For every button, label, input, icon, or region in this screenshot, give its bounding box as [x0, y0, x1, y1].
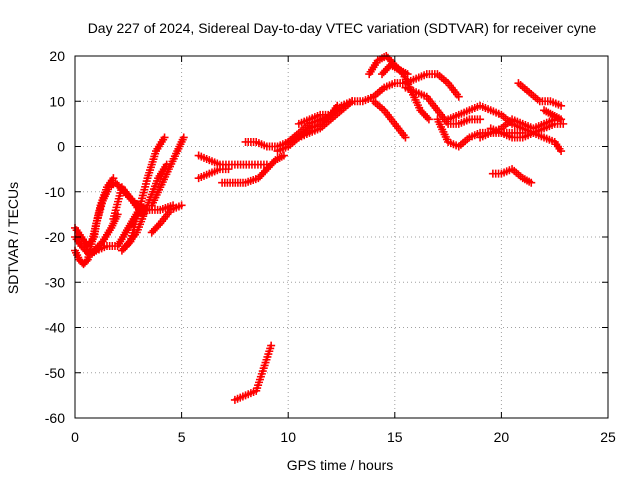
series-ab [488, 165, 536, 187]
series-r [348, 70, 463, 106]
plus-markers [348, 70, 463, 106]
y-tick-label: 10 [49, 93, 65, 109]
series-g [122, 160, 171, 251]
y-tick-label: -10 [45, 184, 65, 200]
series-t [369, 97, 410, 142]
plus-markers [540, 106, 566, 124]
x-axis-label: GPS time / hours [287, 457, 394, 473]
y-tick-label: -20 [45, 229, 65, 245]
chart-title: Day 227 of 2024, Sidereal Day-to-day VTE… [88, 20, 597, 36]
y-axis-label: SDTVAR / TECUs [5, 182, 21, 294]
plus-markers [514, 79, 566, 110]
plus-markers [369, 97, 410, 142]
plus-markers [378, 61, 412, 79]
plus-markers [194, 165, 233, 183]
plus-markers [147, 133, 188, 210]
series-s [365, 52, 433, 124]
x-tick-label: 5 [178, 429, 186, 445]
x-tick-label: 15 [387, 429, 403, 445]
series-ac [540, 106, 566, 124]
axis-ticks: 0 5 10 15 20 25 -60 -50 -40 -30 -20 -10 0 10 20 [45, 48, 616, 445]
series-x [444, 101, 566, 156]
x-tick-label: 0 [71, 429, 79, 445]
x-tick-label: 20 [494, 429, 510, 445]
plus-markers [147, 201, 186, 237]
plus-markers [486, 119, 568, 142]
series-u [378, 61, 412, 79]
series-k [194, 165, 233, 183]
series-i [147, 201, 186, 237]
series-p [284, 101, 342, 146]
plus-markers [284, 101, 342, 146]
series-j [194, 151, 271, 169]
series-z [486, 119, 568, 142]
plus-markers [218, 151, 288, 187]
series-h [147, 133, 188, 210]
plus-markers [109, 183, 148, 223]
y-tick-label: 20 [49, 48, 65, 64]
plus-markers [488, 165, 536, 187]
series-l [218, 151, 288, 187]
y-tick-label: -40 [45, 320, 65, 336]
series-m [230, 341, 276, 404]
series-e [109, 183, 148, 223]
y-tick-label: -50 [45, 365, 65, 381]
plus-markers [194, 151, 271, 169]
data-series [71, 52, 568, 404]
series-q [294, 110, 335, 128]
plus-markers [230, 341, 276, 404]
series-aa [514, 79, 566, 110]
x-tick-label: 25 [600, 429, 616, 445]
plus-markers [294, 110, 335, 128]
plus-markers [365, 52, 433, 124]
plus-markers [122, 160, 171, 251]
plus-markers [444, 101, 566, 156]
x-tick-label: 10 [280, 429, 296, 445]
y-tick-label: -60 [45, 410, 65, 426]
y-tick-label: -30 [45, 274, 65, 290]
y-tick-label: 0 [57, 139, 65, 155]
